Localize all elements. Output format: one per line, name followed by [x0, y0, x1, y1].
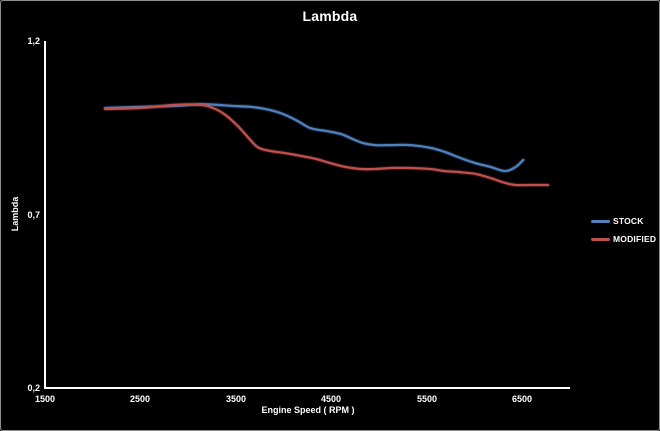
legend-item-modified: MODIFIED: [591, 230, 656, 248]
x-tick-label: 5500: [416, 394, 438, 404]
x-tick-label: 1500: [34, 394, 56, 404]
legend-label-stock: STOCK: [613, 216, 644, 226]
modified-line-swatch: [591, 237, 610, 241]
stock-line-swatch: [591, 219, 610, 223]
x-tick-label: 4500: [320, 394, 342, 404]
y-tick-label: 1,2: [27, 36, 40, 46]
series-lines: [102, 101, 551, 188]
axes: [44, 41, 570, 389]
series-line-modified: [103, 103, 550, 187]
chart-title: Lambda: [302, 8, 358, 24]
legend: STOCK MODIFIED: [591, 212, 656, 248]
legend-label-modified: MODIFIED: [613, 234, 657, 244]
series-line-stock: [103, 103, 525, 173]
legend-item-stock: STOCK: [591, 212, 656, 230]
x-tick-label: 6500: [511, 394, 533, 404]
series-line-stock: [102, 101, 526, 174]
y-tick-label: 0,7: [27, 210, 40, 220]
x-tick-label: 3500: [225, 394, 247, 404]
x-tick-label: 2500: [129, 394, 151, 404]
series-line-modified: [102, 102, 551, 188]
y-tick-label: 0,2: [27, 383, 40, 393]
x-axis-title: Engine Speed ( RPM ): [261, 405, 355, 415]
